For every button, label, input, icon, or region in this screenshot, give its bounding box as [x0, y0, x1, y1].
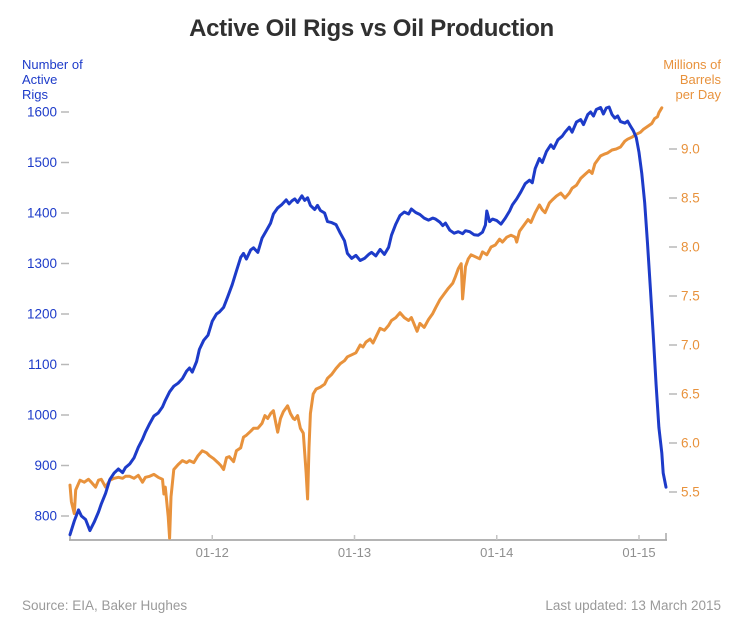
- y-tick-label-left: 1500: [27, 155, 57, 170]
- y-tick-label-left: 1300: [27, 256, 57, 271]
- y-tick-label-left: 900: [34, 458, 57, 473]
- series-lines-over: [68, 105, 668, 540]
- x-tick-label: 01-12: [196, 545, 229, 560]
- y-tick-label-right: 9.0: [681, 142, 700, 157]
- y-tick-label-left: 1600: [27, 105, 57, 120]
- right-axis-ticks: 9.0 8.5 8.0 7.5 7.0 6.5 6.0 5.5: [669, 142, 700, 500]
- y-tick-label-right: 8.5: [681, 191, 700, 206]
- y-tick-label-left: 1200: [27, 307, 57, 322]
- last-updated-note: Last updated: 13 March 2015: [545, 598, 721, 613]
- y-tick-label-right: 7.0: [681, 338, 700, 353]
- y-tick-label-left: 1000: [27, 408, 57, 423]
- y-tick-label-right: 6.0: [681, 436, 700, 451]
- y-tick-label-left: 1100: [28, 357, 57, 372]
- series-line-oil-production: [68, 106, 664, 540]
- x-tick-label: 01-14: [480, 545, 513, 560]
- right-axis-title: Millions of Barrels per Day: [663, 57, 721, 102]
- page-title: Active Oil Rigs vs Oil Production: [189, 15, 554, 42]
- y-tick-label-left: 800: [34, 509, 57, 524]
- left-axis-ticks: 1600 1500 1400 1300 1200 1100 1000 900 800: [27, 105, 69, 524]
- y-tick-label-left: 1400: [27, 206, 57, 221]
- y-tick-label-right: 6.5: [681, 387, 700, 402]
- left-axis-title: Number of Active Rigs: [22, 57, 83, 102]
- source-note: Source: EIA, Baker Hughes: [22, 598, 188, 613]
- x-tick-label: 01-13: [338, 545, 371, 560]
- y-tick-label-right: 8.0: [681, 240, 700, 255]
- x-tick-label: 01-15: [622, 545, 655, 560]
- y-tick-label-right: 7.5: [681, 289, 700, 304]
- x-axis: 01-12 01-13 01-14 01-15: [69, 533, 667, 560]
- y-tick-label-right: 5.5: [681, 485, 700, 500]
- series-line-active-oil-rigs: [68, 105, 668, 537]
